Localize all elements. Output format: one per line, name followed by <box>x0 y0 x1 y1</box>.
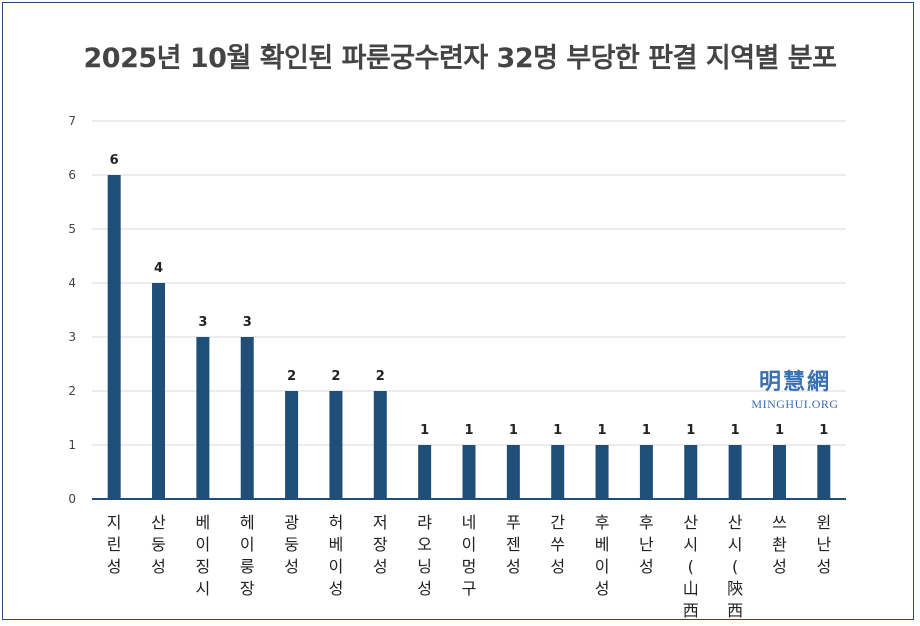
data-label: 1 <box>642 423 651 438</box>
watermark-chinese: 明慧網 <box>758 369 831 395</box>
chart-title: 2025년 10월 확인된 파룬궁수련자 32명 부당한 판결 지역별 분포 <box>83 43 837 74</box>
data-label: 1 <box>420 423 429 438</box>
bar <box>196 337 210 499</box>
y-tick-label: 6 <box>68 168 76 182</box>
bar <box>728 445 742 499</box>
bar <box>551 445 565 499</box>
data-label: 1 <box>553 423 562 438</box>
bar <box>152 283 166 499</box>
y-tick-label: 1 <box>68 438 76 452</box>
data-label: 3 <box>198 315 207 330</box>
bar <box>329 391 343 499</box>
gridlines <box>92 120 846 446</box>
data-label: 1 <box>686 423 695 438</box>
bar <box>240 337 254 499</box>
data-label: 3 <box>243 315 252 330</box>
minghui-watermark: 明慧網 MINGHUI.ORG <box>740 364 850 412</box>
y-tick-label: 2 <box>68 384 76 398</box>
y-tick-label: 4 <box>68 276 76 290</box>
data-label: 1 <box>509 423 518 438</box>
y-axis-ticks: 0 1 2 3 4 5 6 7 <box>68 114 76 506</box>
y-tick-label: 5 <box>68 222 76 236</box>
x-category-label: 산시(陝西) <box>727 513 743 626</box>
bar <box>373 391 387 499</box>
data-label: 1 <box>775 423 784 438</box>
bar <box>107 175 121 499</box>
data-label: 2 <box>287 369 296 384</box>
data-label: 1 <box>731 423 740 438</box>
data-label: 1 <box>819 423 828 438</box>
bar <box>462 445 476 499</box>
bar <box>817 445 831 499</box>
y-tick-label: 3 <box>68 330 76 344</box>
bar <box>285 391 299 499</box>
bar <box>772 445 786 499</box>
bar <box>639 445 653 499</box>
x-axis-categories: 지 린 성 산 둥 성 베 이 징 시 헤 이 룽 장 광 둥 성 허 베 이 성 저 장 성 랴 오 닝 성 네 이 멍 구 푸 젠 성 간 쑤 성 후 베… <box>107 513 832 626</box>
data-label: 6 <box>110 153 119 168</box>
y-tick-label: 0 <box>68 492 76 506</box>
data-label: 2 <box>376 369 385 384</box>
data-label: 4 <box>154 261 163 276</box>
bars <box>107 175 831 499</box>
bar <box>684 445 698 499</box>
bar <box>506 445 520 499</box>
data-label: 2 <box>331 369 340 384</box>
bar <box>595 445 609 499</box>
data-labels: 6 4 3 3 2 2 2 1 1 1 1 1 1 1 1 1 1 <box>110 153 829 438</box>
data-label: 1 <box>464 423 473 438</box>
y-tick-label: 7 <box>68 114 76 128</box>
bar <box>418 445 432 499</box>
x-category-label: 산시(山西) <box>683 513 699 626</box>
data-label: 1 <box>598 423 607 438</box>
watermark-english: MINGHUI.ORG <box>751 397 839 411</box>
